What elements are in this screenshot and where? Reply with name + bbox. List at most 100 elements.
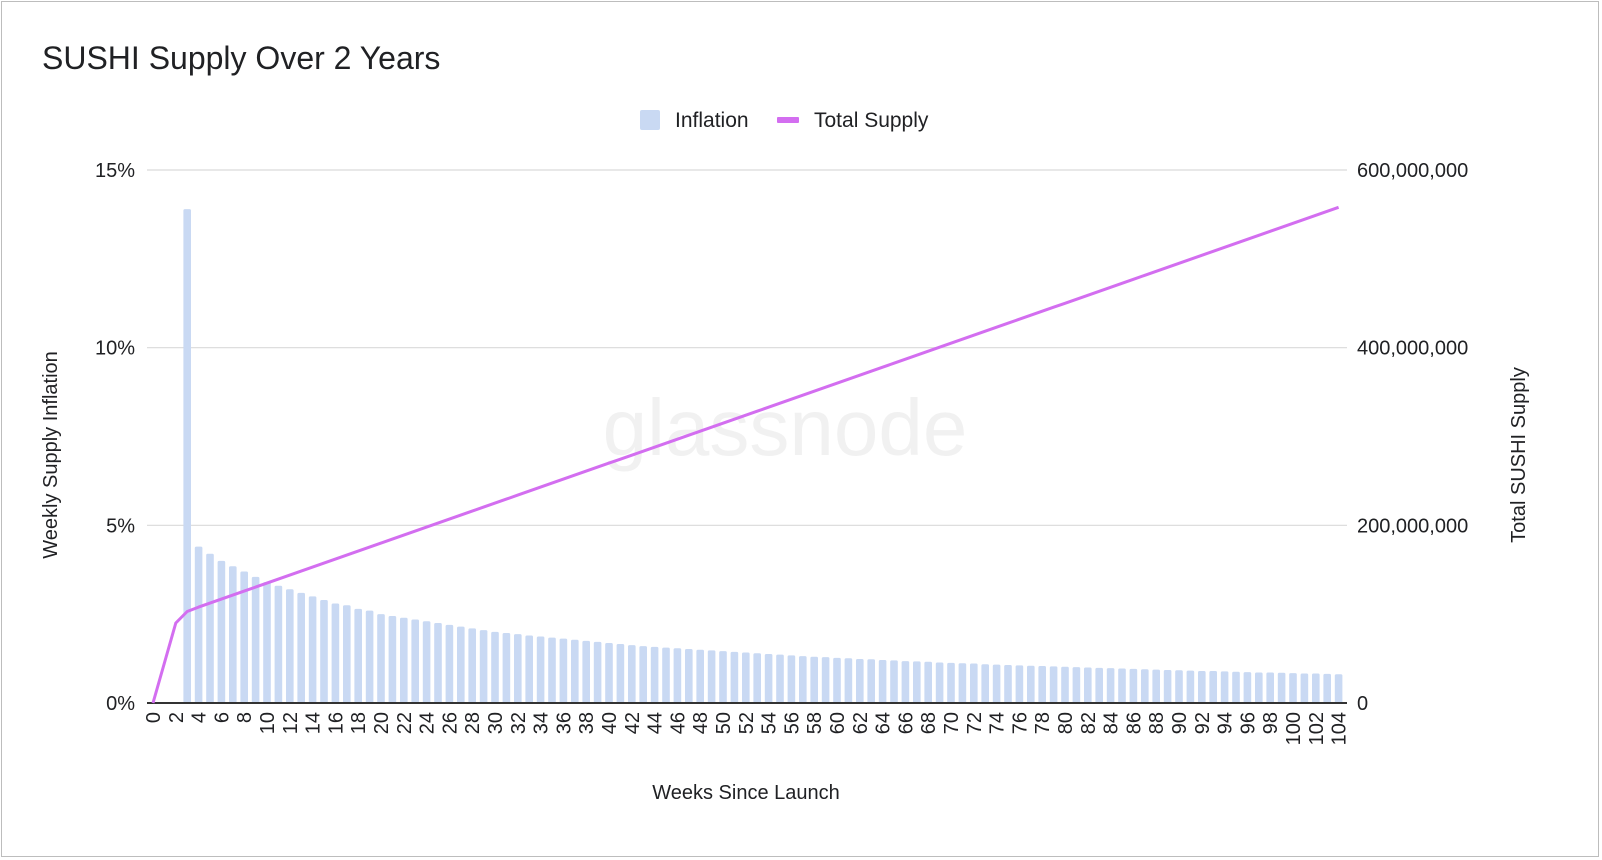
inflation-bar — [343, 605, 351, 703]
inflation-bar — [1072, 667, 1081, 703]
inflation-bar — [776, 654, 784, 703]
inflation-bar — [1129, 668, 1138, 703]
x-tick-label: 98 — [1260, 712, 1282, 734]
inflation-bar — [434, 623, 442, 703]
x-tick-label: 36 — [553, 712, 575, 734]
inflation-bar — [650, 646, 659, 703]
x-tick-label: 4 — [189, 712, 211, 723]
x-tick-label: 50 — [713, 712, 735, 734]
inflation-bar — [251, 576, 260, 703]
inflation-bar — [1266, 672, 1274, 703]
inflation-bar — [958, 663, 967, 703]
inflation-bar — [1015, 665, 1024, 703]
inflation-bar — [1243, 672, 1252, 703]
inflation-bar — [274, 585, 283, 703]
inflation-bar — [571, 639, 579, 703]
inflation-bar — [514, 634, 522, 703]
inflation-bar — [1334, 674, 1343, 703]
right-tick-label: 200,000,000 — [1357, 515, 1468, 537]
inflation-bar — [183, 209, 191, 703]
legend-label-total-supply: Total Supply — [814, 109, 929, 132]
legend-swatch-inflation — [640, 110, 660, 130]
inflation-bar — [605, 642, 613, 703]
inflation-bar — [719, 651, 727, 703]
x-tick-label: 20 — [371, 712, 393, 734]
x-tick-label: 100 — [1283, 712, 1305, 745]
inflation-bar — [1220, 671, 1229, 703]
x-tick-label: 78 — [1032, 712, 1054, 734]
x-tick-label: 60 — [827, 712, 849, 734]
x-tick-label: 38 — [576, 712, 598, 734]
x-tick-label: 82 — [1078, 712, 1100, 734]
inflation-bar — [821, 657, 830, 703]
inflation-bar — [764, 653, 773, 703]
inflation-bar — [1289, 673, 1297, 703]
inflation-bar — [901, 661, 910, 703]
inflation-bar — [320, 599, 328, 703]
inflation-bar — [1175, 670, 1183, 703]
x-tick-label: 66 — [895, 712, 917, 734]
x-tick-label: 18 — [348, 712, 370, 734]
x-tick-label: 102 — [1306, 712, 1328, 745]
x-tick-label: 86 — [1123, 712, 1145, 734]
inflation-bar — [297, 592, 305, 703]
x-tick-label: 14 — [303, 712, 325, 734]
inflation-bar — [935, 662, 944, 703]
inflation-bar — [263, 582, 271, 703]
x-tick-label: 52 — [736, 712, 758, 734]
legend-label-inflation: Inflation — [675, 109, 749, 132]
inflation-bar — [867, 659, 875, 703]
x-tick-label: 44 — [645, 712, 667, 734]
x-tick-label: 6 — [211, 712, 233, 723]
inflation-bar — [1152, 669, 1160, 703]
inflation-bar — [1106, 668, 1115, 703]
inflation-bar — [639, 646, 647, 703]
inflation-bar — [628, 645, 636, 703]
x-tick-label: 12 — [280, 712, 302, 734]
legend: Inflation Total Supply — [640, 109, 929, 132]
x-tick-label: 70 — [941, 712, 963, 734]
left-tick-label: 5% — [106, 515, 135, 537]
inflation-bar — [525, 635, 533, 703]
x-tick-label: 90 — [1169, 712, 1191, 734]
inflation-bar — [400, 617, 408, 703]
inflation-bar — [799, 656, 807, 703]
inflation-bar — [445, 624, 454, 703]
x-tick-label: 34 — [531, 712, 553, 734]
right-tick-label: 400,000,000 — [1357, 338, 1468, 360]
inflation-bar — [1209, 671, 1217, 703]
inflation-bar — [1049, 666, 1058, 703]
inflation-bar — [1004, 664, 1012, 703]
inflation-bar — [696, 649, 704, 703]
inflation-bar — [878, 660, 887, 703]
x-tick-label: 72 — [964, 712, 986, 734]
inflation-bar — [924, 661, 932, 703]
x-tick-label: 84 — [1101, 712, 1123, 734]
inflation-bar — [286, 589, 294, 703]
inflation-bar — [833, 657, 841, 703]
x-tick-label: 46 — [667, 712, 689, 734]
inflation-bar — [707, 650, 716, 703]
left-tick-label: 10% — [95, 338, 135, 360]
inflation-bar — [1323, 673, 1331, 703]
inflation-bar — [1118, 668, 1126, 703]
x-tick-label: 74 — [987, 712, 1009, 734]
x-axis-title: Weeks Since Launch — [652, 782, 840, 804]
inflation-bar — [1255, 672, 1263, 703]
right-tick-label: 600,000,000 — [1357, 160, 1468, 182]
inflation-bar — [593, 641, 602, 703]
inflation-bar — [1084, 667, 1092, 703]
inflation-bar — [1038, 666, 1046, 703]
total-supply-line — [151, 205, 1340, 704]
inflation-bar — [742, 652, 750, 703]
x-tick-label: 104 — [1329, 712, 1351, 745]
watermark: glassnode — [603, 383, 968, 472]
inflation-bar — [753, 653, 761, 703]
x-tick-label: 64 — [873, 712, 895, 734]
inflation-bar — [1198, 671, 1206, 703]
x-tick-label: 10 — [257, 712, 279, 734]
left-axis-title: Weekly Supply Inflation — [40, 351, 62, 559]
x-tick-label: 2 — [166, 712, 188, 723]
inflation-bar — [548, 637, 556, 703]
